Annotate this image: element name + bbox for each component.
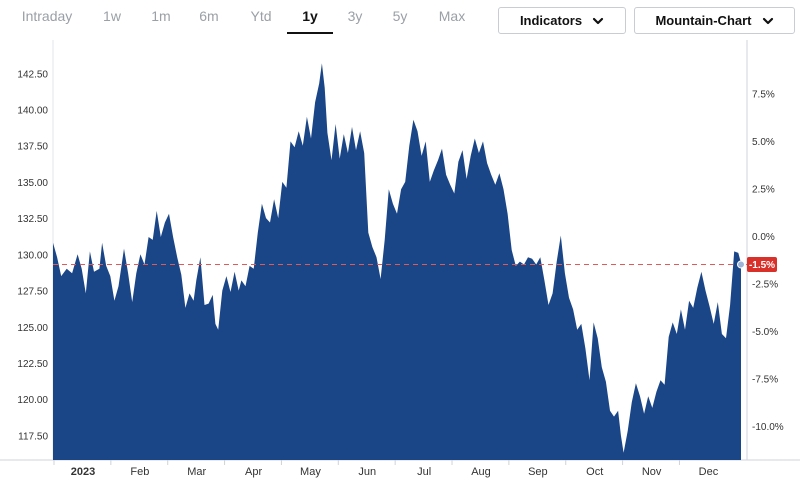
y-tick-label: 122.50 xyxy=(17,359,48,370)
range-tab-3y[interactable]: 3y xyxy=(347,8,363,24)
x-tick-label: 2023 xyxy=(71,466,95,478)
price-chart-svg: 117.50 120.00 122.50 125.00 127.50 130.00 132.… xyxy=(0,40,800,478)
x-tick-label: Jul xyxy=(417,466,431,478)
y2-tick-label: 2.5% xyxy=(752,184,775,195)
y2-tick-label: 7.5% xyxy=(752,89,775,100)
y2-tick-label: -7.5% xyxy=(752,375,778,386)
x-tick-label: Oct xyxy=(586,466,603,478)
y-tick-label: 120.00 xyxy=(17,395,48,406)
y2-tick-label: -5.0% xyxy=(752,327,778,338)
price-chart[interactable]: 117.50 120.00 122.50 125.00 127.50 130.00 132.… xyxy=(0,40,800,485)
y2-tick-label: -2.5% xyxy=(752,279,778,290)
y-axis-right: -10.0% -7.5% -5.0% -2.5% 0.0% 2.5% 5.0% 7.5% xyxy=(752,89,784,433)
x-tick-label: Apr xyxy=(245,466,262,478)
indicators-dropdown[interactable]: Indicators xyxy=(498,7,626,34)
y2-tick-label: 0.0% xyxy=(752,232,775,243)
price-area xyxy=(53,63,741,460)
last-price-marker xyxy=(737,260,745,269)
y2-tick-label: 5.0% xyxy=(752,137,775,148)
y-tick-label: 135.00 xyxy=(17,178,48,189)
range-tab-1y[interactable]: 1y xyxy=(287,0,333,34)
y-tick-label: 140.00 xyxy=(17,106,48,117)
x-tick-label: Feb xyxy=(130,466,149,478)
y-tick-label: 130.00 xyxy=(17,250,48,261)
range-tab-intraday[interactable]: Intraday xyxy=(21,8,73,24)
x-tick-label: May xyxy=(300,466,321,478)
y-tick-label: 132.50 xyxy=(17,214,48,225)
x-axis: 2023 Feb Mar Apr May Jun Jul Aug Sep Oct Nov Dec xyxy=(53,460,719,478)
x-tick-label: Aug xyxy=(471,466,491,478)
x-tick-label: Jun xyxy=(358,466,376,478)
range-tab-1w[interactable]: 1w xyxy=(103,8,121,24)
percent-change-badge: -1.5% xyxy=(747,256,777,272)
percent-change-badge-label: -1.5% xyxy=(749,260,775,271)
chevron-down-icon xyxy=(592,17,604,24)
range-tab-max[interactable]: Max xyxy=(438,8,466,24)
chevron-down-icon xyxy=(762,17,773,24)
x-tick-label: Mar xyxy=(187,466,206,478)
y-tick-label: 117.50 xyxy=(18,431,48,442)
y-tick-label: 127.50 xyxy=(17,287,48,298)
x-tick-label: Dec xyxy=(699,466,719,478)
chart-type-dropdown-label: Mountain-Chart xyxy=(655,13,752,28)
range-tab-ytd[interactable]: Ytd xyxy=(250,8,272,24)
range-tab-5y[interactable]: 5y xyxy=(392,8,408,24)
y-tick-label: 137.50 xyxy=(17,142,48,153)
range-tab-1m[interactable]: 1m xyxy=(151,8,171,24)
range-tab-6m[interactable]: 6m xyxy=(199,8,219,24)
chart-toolbar: Intraday 1w 1m 6m Ytd 1y 3y 5y Max Indic… xyxy=(0,0,800,40)
y-tick-label: 142.50 xyxy=(17,69,48,80)
y-axis-left: 117.50 120.00 122.50 125.00 127.50 130.00 132.… xyxy=(17,69,48,442)
indicators-dropdown-label: Indicators xyxy=(519,13,583,28)
x-tick-label: Sep xyxy=(528,466,548,478)
chart-type-dropdown[interactable]: Mountain-Chart xyxy=(634,7,795,34)
x-tick-label: Nov xyxy=(642,466,662,478)
y-tick-label: 125.00 xyxy=(17,323,48,334)
y2-tick-label: -10.0% xyxy=(752,422,784,433)
percent-change-badge-bg xyxy=(747,256,777,272)
